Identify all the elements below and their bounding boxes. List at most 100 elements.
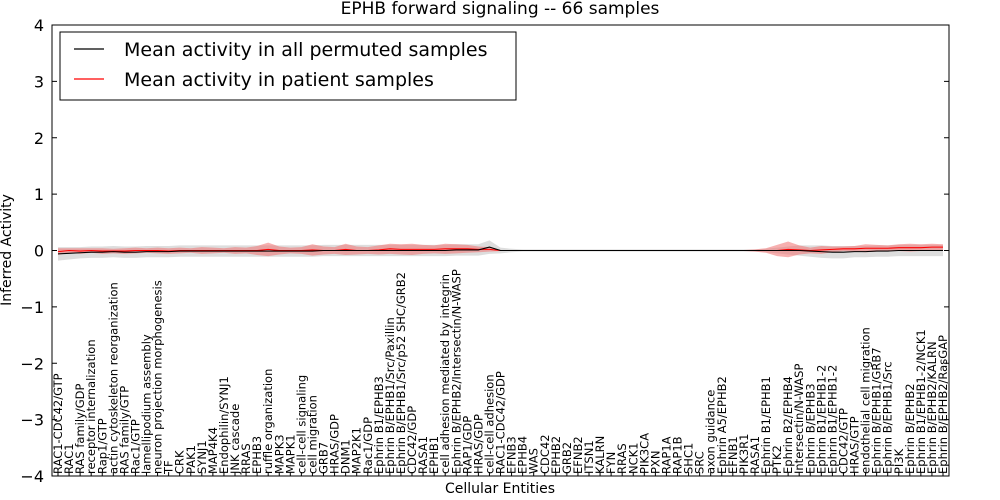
x-tick-label: HRAS/GDP (328, 414, 342, 474)
x-tick-label: Ephrin B/EPHB2/RasGAP (936, 335, 950, 474)
y-tick-label: 3 (34, 72, 44, 91)
x-tick-label: Endophilin/SYNJ1 (217, 376, 231, 474)
x-tick-label: JNK cascade (228, 404, 242, 475)
x-tick-label: axon guidance (704, 390, 718, 474)
x-tick-label: EFNB3 (505, 436, 519, 474)
x-tick-label: RAC1-CDC42/GTP (51, 373, 65, 474)
x-tick-label: HRAS/GDP (471, 414, 485, 474)
x-tick-label: GRB2 (560, 442, 574, 474)
x-tick-label: SHC1 (682, 443, 696, 474)
y-axis-label: Inferred Activity (0, 194, 15, 306)
x-tick-label: EPHB2 (549, 436, 563, 474)
x-tick-label: MAPK3 (272, 434, 286, 474)
x-tick-label: Intersectin/N-WASP (792, 364, 806, 474)
y-tick-label: 1 (34, 185, 44, 204)
y-tick-label: −4 (20, 467, 44, 486)
x-tick-label: PXN (648, 451, 662, 474)
legend-label-patient: Mean activity in patient samples (124, 69, 434, 91)
x-axis-label: Cellular Entities (445, 481, 555, 497)
x-tick-label: actin cytoskeleton reorganization (106, 282, 120, 474)
x-tick-label: SRC (693, 451, 707, 474)
x-tick-label: NCK1 (626, 443, 640, 475)
x-tick-label: MAP4K4 (206, 427, 220, 474)
x-tick-label: MAPK1 (283, 434, 297, 474)
x-tick-label: RAP1/GDP (460, 416, 474, 474)
x-tick-label: EPHB1 (427, 436, 441, 474)
x-tick-label: GRB7 (317, 442, 331, 474)
legend: Mean activity in all permuted samples Me… (59, 31, 517, 101)
x-tick-label: RASA1 (748, 436, 762, 474)
x-tick-label: PIK3CA (637, 433, 651, 474)
legend-box (59, 31, 517, 101)
y-tick-label: −3 (20, 411, 44, 430)
x-tick-label: RAS family/GTP (117, 386, 131, 474)
x-tick-label: CDC42/GTP (836, 408, 850, 474)
x-tick-label: RAC1 (62, 443, 76, 474)
x-tick-label: Rac1/GTP (128, 419, 142, 474)
permuted-line (57, 246, 943, 255)
y-tick-label: −2 (20, 354, 44, 373)
x-tick-label: CDC42 (538, 434, 552, 474)
x-tick-label: Ephrin B/EPHB1/Src/Paxillin (383, 317, 397, 474)
x-tick-label: Ephrin B1/EPHB1 (759, 376, 773, 474)
series-lines (57, 246, 943, 255)
x-tick-label: PAK1 (184, 445, 198, 474)
x-tick-label: EFNB1 (726, 436, 740, 474)
y-tick-label: −1 (20, 298, 44, 317)
x-tick-label: Ephrin B2/EPHB4 (781, 376, 795, 474)
x-tick-label: FYN (604, 452, 618, 474)
plot-frame (51, 24, 950, 477)
x-tick-label: EPHB3 (250, 436, 264, 474)
patient-band (58, 241, 943, 258)
x-tick-label: CRK (173, 450, 187, 474)
x-tick-label: Rac1/GDP (361, 417, 375, 474)
x-tick-label: RAC1-CDC42/GDP (494, 371, 508, 474)
y-tick-label: 2 (34, 129, 44, 148)
x-tick-label: CDC42/GDP (405, 406, 419, 474)
x-tick-label: EPHB4 (516, 436, 530, 474)
x-tick-label: Ephrin B/EPHB1/Src/p52 SHC/GRB2 (394, 272, 408, 474)
x-tick-label: SYNJ1 (195, 440, 209, 474)
x-tick-label: PI3K (892, 448, 906, 474)
x-tick-label: cell-cell adhesion (482, 374, 496, 474)
x-tick-label: Ephrin B1/EPHB1-2 (825, 365, 839, 474)
legend-label-permuted: Mean activity in all permuted samples (124, 39, 487, 61)
y-tick-label: 4 (34, 16, 44, 35)
x-tick-label: EFNB2 (571, 436, 585, 474)
x-tick-label: RRAS (615, 443, 629, 474)
x-tick-label: endothelial cell migration (859, 327, 873, 474)
x-tick-label: DNM1 (339, 439, 353, 474)
x-tick-label: PTK2 (770, 445, 784, 474)
x-tick-label: RRAS (239, 443, 253, 474)
y-tick-labels: −4 −3 −2 −1 0 1 2 3 4 (20, 16, 44, 486)
x-tick-label: WAS (527, 448, 541, 474)
x-tick-label: Ephrin B/EPHB2 (903, 383, 917, 474)
x-tick-label: receptor internalization (84, 339, 98, 474)
x-tick-label: KALRN (593, 436, 607, 474)
x-tick-label: PIK3R1 (737, 434, 751, 475)
x-tick-label: ITSN1 (582, 440, 596, 474)
x-tick-label: RASA1 (416, 436, 430, 474)
x-tick-label: cell adhesion mediated by integrin (438, 274, 452, 474)
x-tick-label: RAP1A (659, 436, 673, 474)
x-tick-label: cell migration (305, 395, 319, 474)
x-tick-label: Ephrin B/EPHB2/KALRN (925, 341, 939, 474)
x-tick-label: Ephrin B1/EPHB1-2/NCK1 (914, 329, 928, 474)
y-axis-label-group: Inferred Activity (0, 194, 15, 306)
x-tick-label: Ephrin B1/EPHB1-2 (814, 365, 828, 474)
x-tick-label: Ephrin B/EPHB3 (803, 383, 817, 474)
x-tick-label: Ephrin A5/EPHB2 (715, 376, 729, 474)
x-tick-label: cell-cell signaling (294, 375, 308, 474)
x-tick-label: Ephrin B/EPHB1/Src (881, 361, 895, 474)
x-tick-label: Rap1/GTP (95, 418, 109, 474)
x-tick-label: lamellipodium assembly (140, 334, 154, 474)
x-tick-label: MAP2K1 (350, 427, 364, 474)
x-tick-label: Ephrin B/EPHB1/GRB7 (870, 347, 884, 474)
x-tick-label: TF (162, 460, 176, 475)
x-tick-label: ruffle organization (261, 369, 275, 474)
x-tick-label: RAP1B (671, 436, 685, 474)
x-tick-label: Ephrin B/EPHB2/Intersectin/N-WASP (449, 269, 463, 474)
y-tick-label: 0 (34, 242, 44, 261)
